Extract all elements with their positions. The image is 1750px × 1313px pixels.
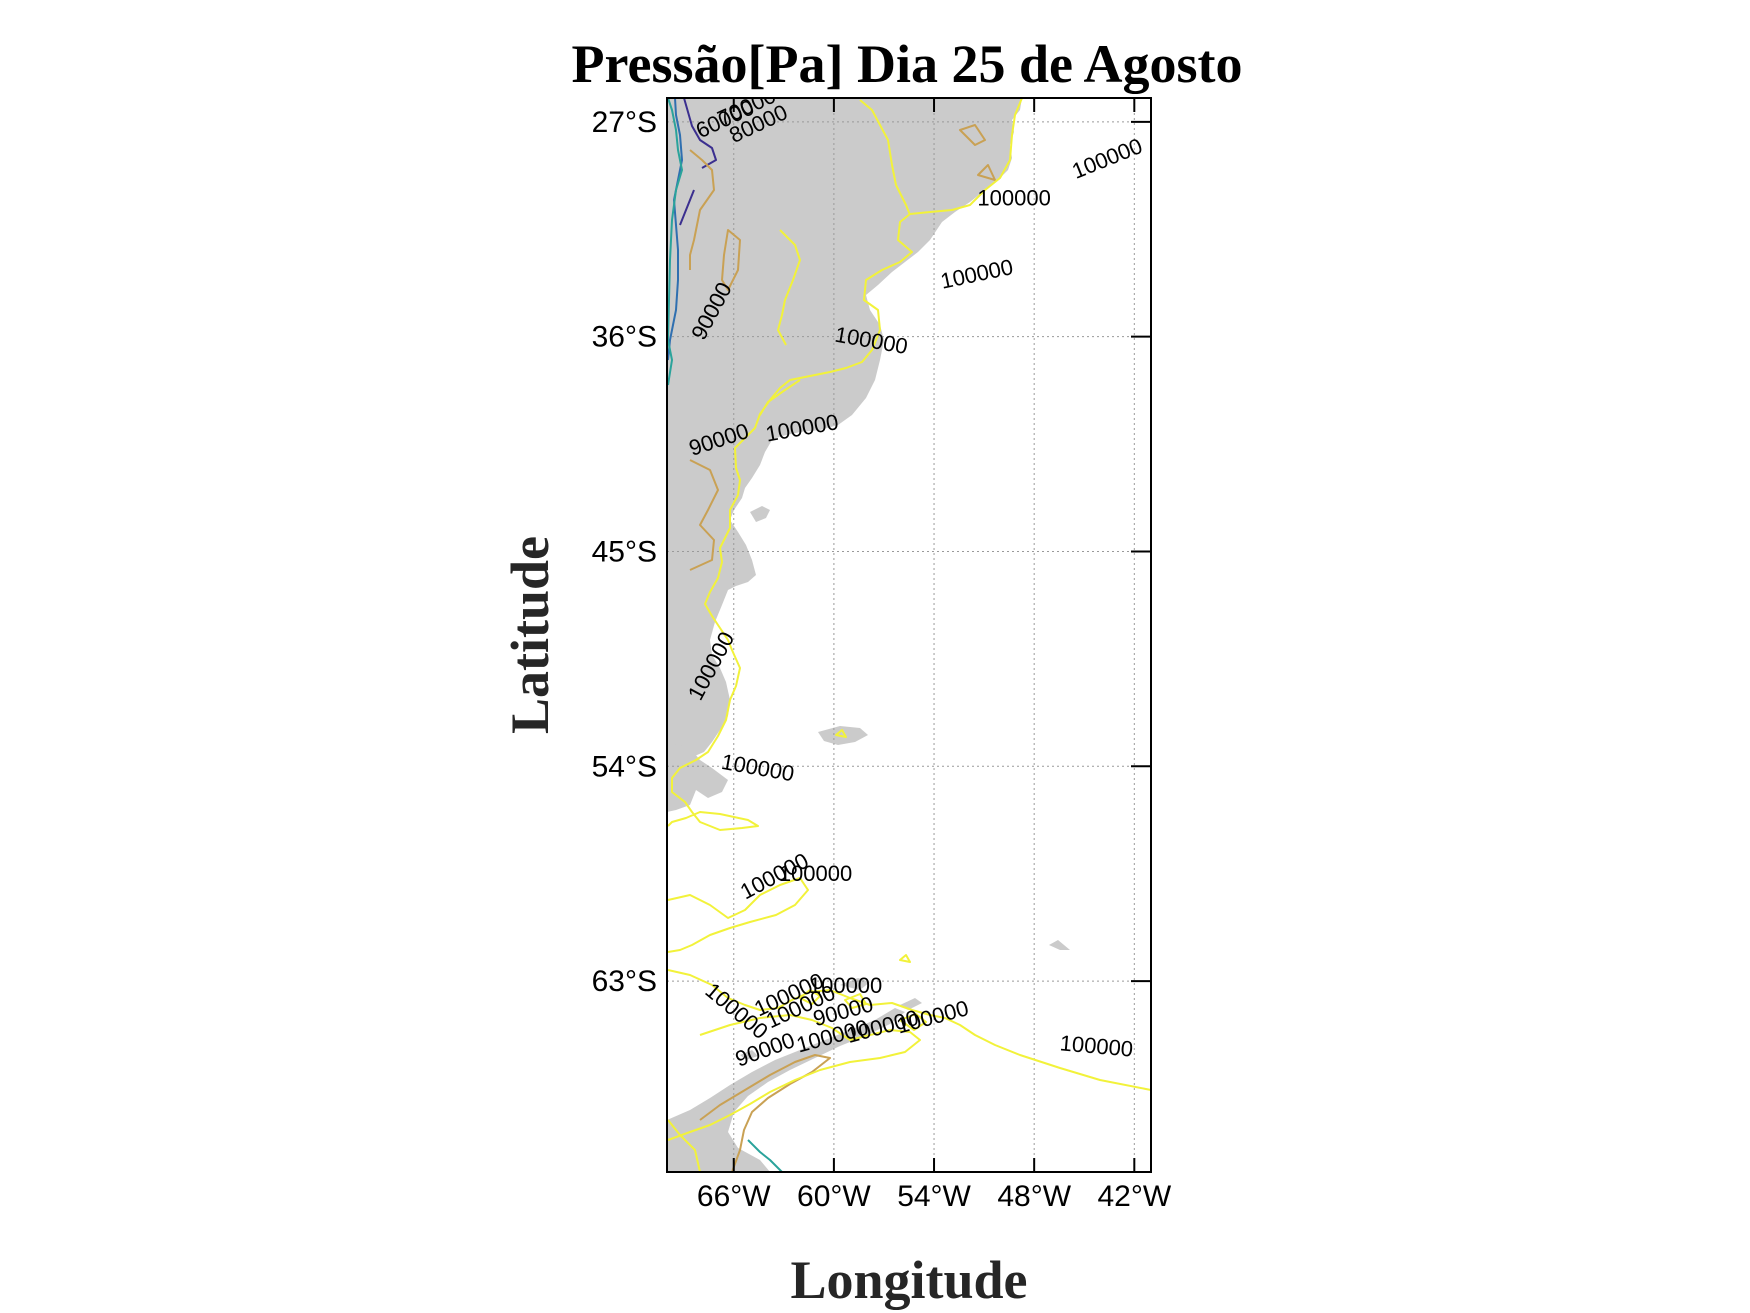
x-tick-label: 66°W: [697, 1180, 771, 1213]
map-area: 6000070000800001000001000001000001000009…: [667, 98, 1151, 1172]
contour-80000-south: [747, 1139, 783, 1172]
x-tick-label: 60°W: [797, 1180, 871, 1213]
map-frame: [666, 97, 1152, 1173]
grid-lines: [667, 98, 1151, 1172]
south-georgia-island: [1049, 940, 1070, 950]
chart-title: Pressão[Pa] Dia 25 de Agosto: [572, 34, 1243, 94]
contour-60000: [679, 98, 717, 226]
contour-90000-south: [699, 1054, 831, 1172]
axis-ticks: 66°W 60°W 54°W 48°W 42°W 27°S 36°S 45°S 54°S 63°S: [592, 98, 1172, 1213]
contour-100000-falklands: [835, 729, 847, 738]
y-tick-label: 45°S: [592, 535, 657, 568]
y-axis-title: Latitude: [500, 536, 560, 734]
contour-70000: [667, 98, 683, 361]
x-tick-label: 54°W: [897, 1180, 971, 1213]
y-tick-label: 27°S: [592, 106, 657, 139]
contour-layer: [667, 98, 1151, 1172]
antarctic-peninsula: [667, 1008, 905, 1172]
contour-label: 100000: [779, 861, 852, 886]
contour-100000-south: [667, 877, 1151, 1172]
contour-80000: [667, 98, 683, 386]
x-axis-title: Longitude: [790, 1250, 1027, 1310]
y-tick-label: 36°S: [592, 321, 657, 354]
x-tick-label: 42°W: [1097, 1180, 1171, 1213]
south-america-landmass: [667, 98, 1022, 775]
contour-90000-north: [689, 124, 996, 571]
y-tick-label: 63°S: [592, 965, 657, 998]
x-tick-label: 48°W: [997, 1180, 1071, 1213]
tierra-del-fuego: [667, 742, 728, 812]
peninsula-valdes: [750, 506, 770, 522]
contour-label: 100000: [809, 973, 882, 998]
y-tick-label: 54°S: [592, 750, 657, 783]
contour-100000-coast: [667, 98, 1023, 831]
contour-label: 100000: [977, 185, 1050, 210]
